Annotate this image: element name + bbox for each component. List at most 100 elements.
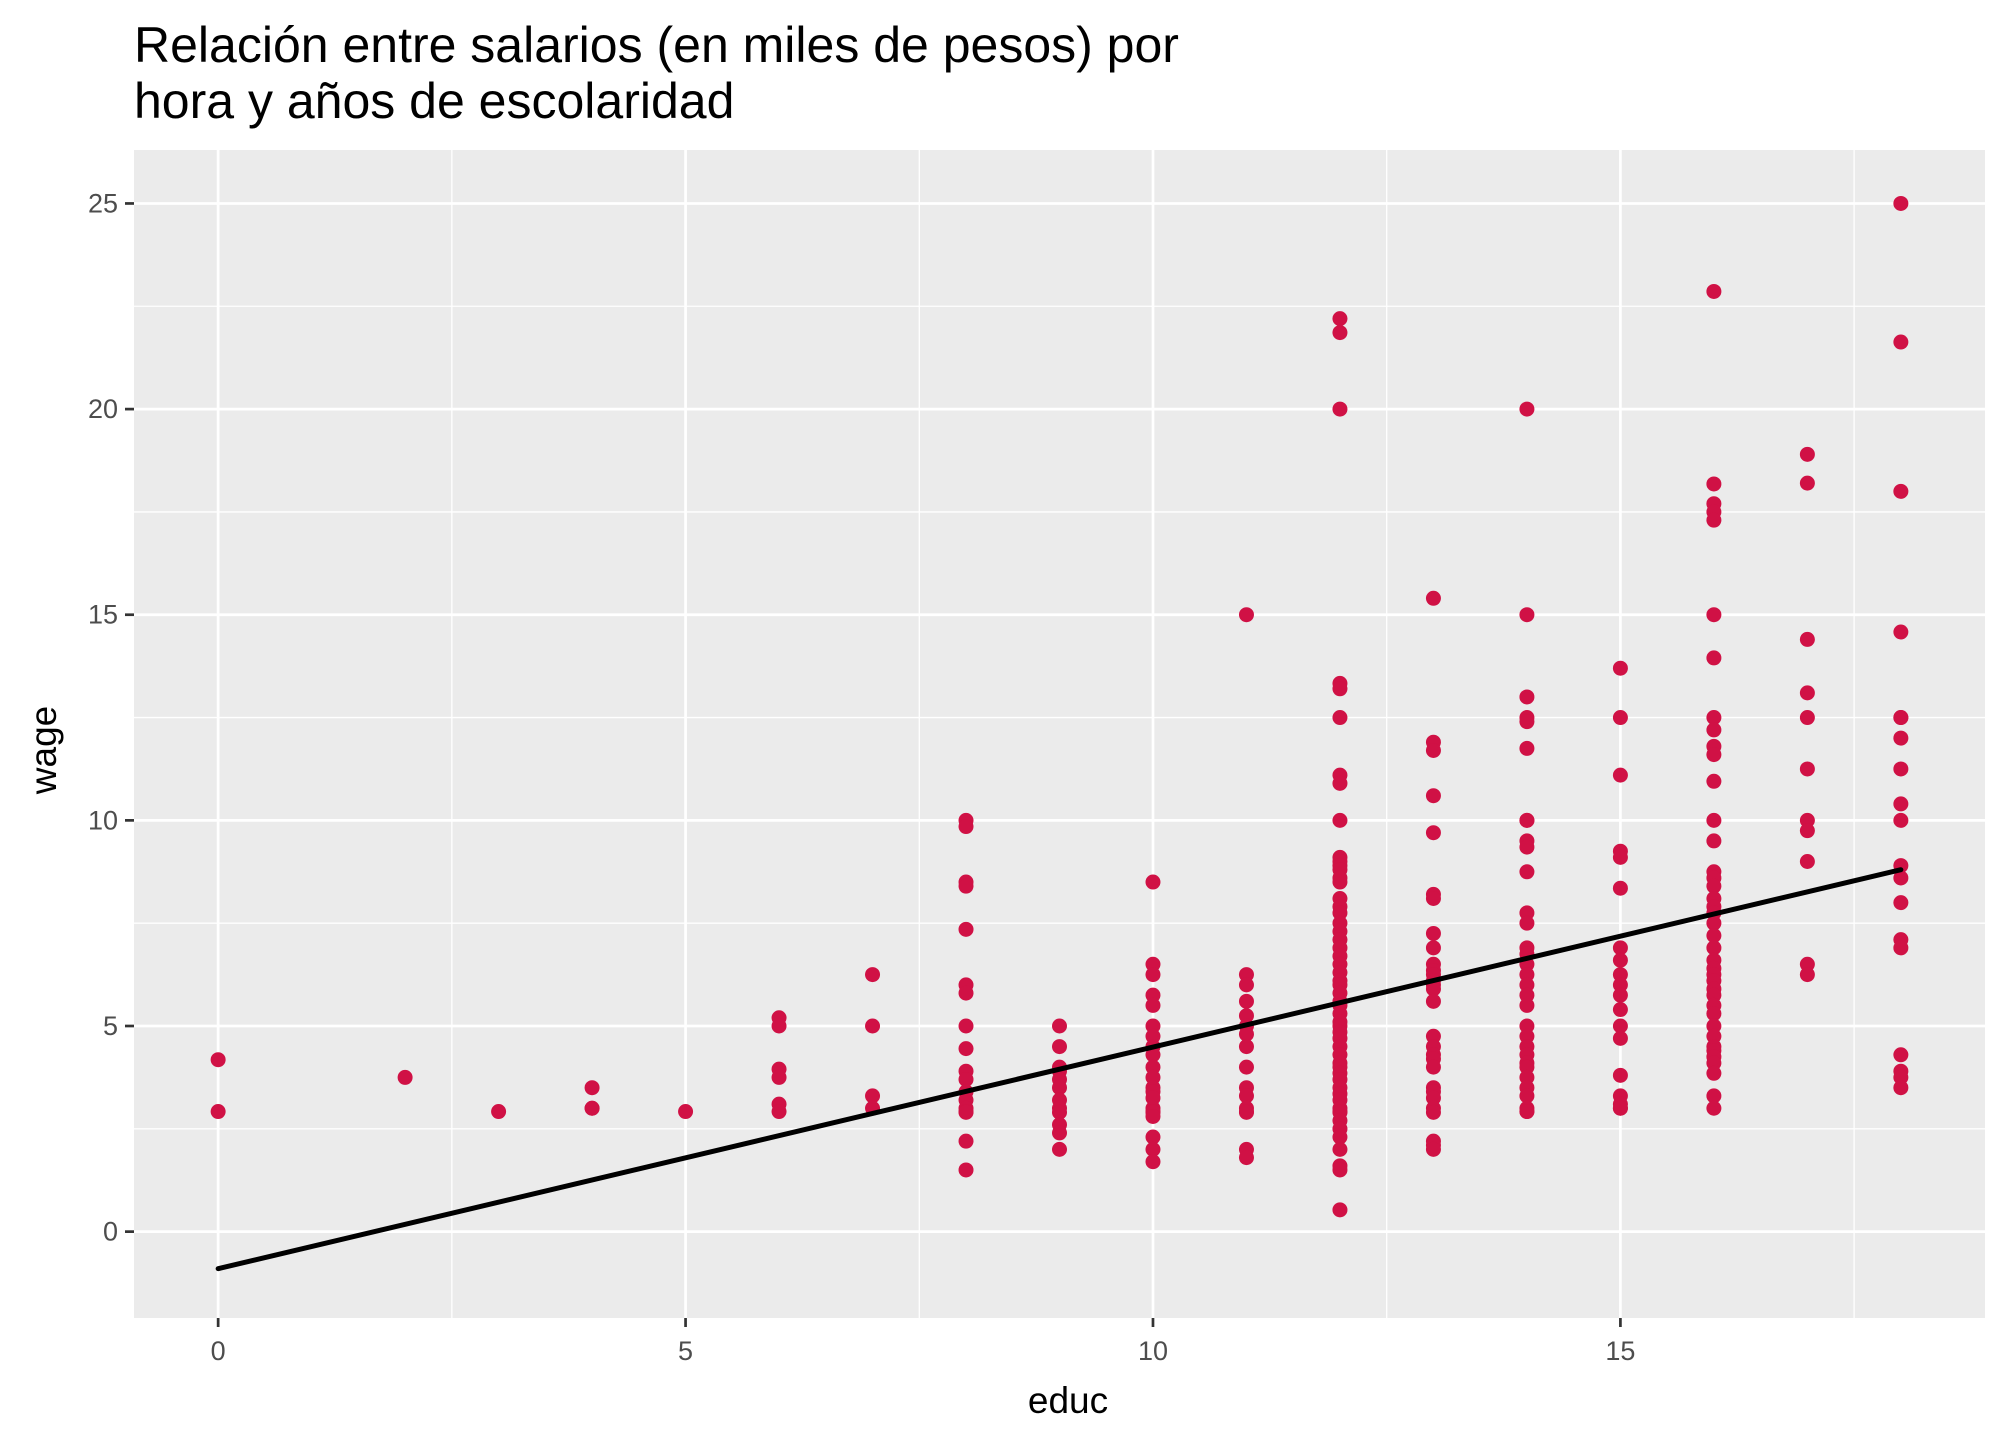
- data-point: [1519, 689, 1535, 705]
- data-point: [1238, 967, 1254, 983]
- data-point: [1425, 825, 1441, 841]
- data-point: [1706, 833, 1722, 849]
- data-point: [1332, 1129, 1348, 1145]
- data-point: [1706, 1018, 1722, 1034]
- data-point: [397, 1069, 413, 1085]
- data-point: [1799, 967, 1815, 983]
- data-point: [1519, 607, 1535, 623]
- data-point: [1425, 940, 1441, 956]
- regression-line: [215, 867, 1904, 1272]
- data-point: [1519, 401, 1535, 417]
- x-tick-label: 5: [678, 1336, 693, 1366]
- data-point: [1425, 981, 1441, 997]
- data-point: [1145, 1059, 1161, 1075]
- data-point: [1799, 446, 1815, 462]
- data-point: [1612, 977, 1628, 993]
- data-point: [1425, 788, 1441, 804]
- data-point: [1145, 1141, 1161, 1157]
- data-point: [1332, 905, 1348, 921]
- data-point: [1893, 1047, 1909, 1063]
- data-point: [1425, 891, 1441, 907]
- data-point: [1519, 987, 1535, 1003]
- data-point: [1519, 905, 1535, 921]
- data-point: [1052, 1039, 1067, 1055]
- data-point: [958, 1071, 974, 1087]
- data-point: [1799, 631, 1815, 647]
- data-point: [1893, 195, 1909, 211]
- data-point: [1145, 1018, 1161, 1034]
- chart-title-line-1: Relación entre salarios (en miles de pes…: [134, 17, 1179, 73]
- data-point: [1332, 325, 1348, 341]
- y-tick-label: 0: [103, 1217, 118, 1247]
- data-point: [1332, 1202, 1348, 1218]
- data-point: [1706, 283, 1722, 299]
- data-point: [1332, 775, 1348, 791]
- data-point: [1612, 952, 1628, 968]
- data-point: [1238, 1104, 1254, 1120]
- data-point: [1519, 915, 1535, 931]
- data-point: [1612, 1030, 1628, 1046]
- data-point: [1706, 512, 1722, 528]
- data-point: [771, 1018, 787, 1034]
- data-point: [771, 1104, 787, 1120]
- data-point: [1519, 1104, 1535, 1120]
- data-point: [1612, 849, 1628, 865]
- x-axis-title: educ: [1028, 1380, 1108, 1421]
- data-point: [1612, 767, 1628, 783]
- data-point: [1238, 977, 1254, 993]
- data-point: [1893, 710, 1909, 726]
- y-axis-title: wage: [23, 706, 64, 795]
- data-point: [1238, 993, 1254, 1009]
- x-tick-label: 10: [1138, 1336, 1168, 1366]
- data-point: [584, 1100, 600, 1116]
- data-point: [1145, 874, 1161, 890]
- data-point: [1799, 685, 1815, 701]
- data-point: [1238, 1150, 1254, 1166]
- data-point: [1425, 1090, 1441, 1106]
- data-point: [210, 1052, 226, 1068]
- data-point: [1519, 967, 1535, 983]
- data-point: [1145, 1154, 1161, 1170]
- data-point: [1425, 925, 1441, 941]
- data-point: [1145, 1028, 1161, 1044]
- y-tick-label: 15: [88, 600, 118, 630]
- data-point: [1612, 880, 1628, 896]
- data-point: [958, 1162, 974, 1178]
- data-point: [1893, 812, 1909, 828]
- data-point: [1332, 681, 1348, 697]
- data-point: [1238, 1008, 1254, 1024]
- data-point: [1706, 1028, 1722, 1044]
- data-point: [1425, 742, 1441, 758]
- data-point: [1519, 997, 1535, 1013]
- data-point: [1706, 710, 1722, 726]
- data-point: [1799, 823, 1815, 839]
- data-point: [1706, 747, 1722, 763]
- data-point: [1799, 761, 1815, 777]
- data-point: [1612, 940, 1628, 956]
- data-point: [1893, 1069, 1909, 1085]
- data-point: [210, 1104, 226, 1120]
- data-point: [1145, 1047, 1161, 1063]
- data-point: [865, 967, 881, 983]
- chart-title-line-2: hora y años de escolaridad: [134, 73, 734, 129]
- data-point: [1706, 773, 1722, 789]
- data-point: [1612, 1067, 1628, 1083]
- y-tick-label: 10: [88, 805, 118, 835]
- data-point: [1706, 607, 1722, 623]
- data-point: [1052, 1080, 1067, 1096]
- data-point: [1425, 1141, 1441, 1157]
- data-point: [1706, 476, 1722, 492]
- data-point: [1519, 812, 1535, 828]
- data-point: [958, 1018, 974, 1034]
- data-point: [1706, 1100, 1722, 1116]
- data-point: [1238, 1059, 1254, 1075]
- data-point: [1706, 928, 1722, 944]
- data-point: [1612, 967, 1628, 983]
- data-point: [1706, 987, 1722, 1003]
- data-point: [1612, 987, 1628, 1003]
- data-point: [1332, 1141, 1348, 1157]
- y-axis: 0 5 10 15 20 25: [88, 188, 134, 1247]
- data-point: [958, 985, 974, 1001]
- data-point: [1799, 812, 1815, 828]
